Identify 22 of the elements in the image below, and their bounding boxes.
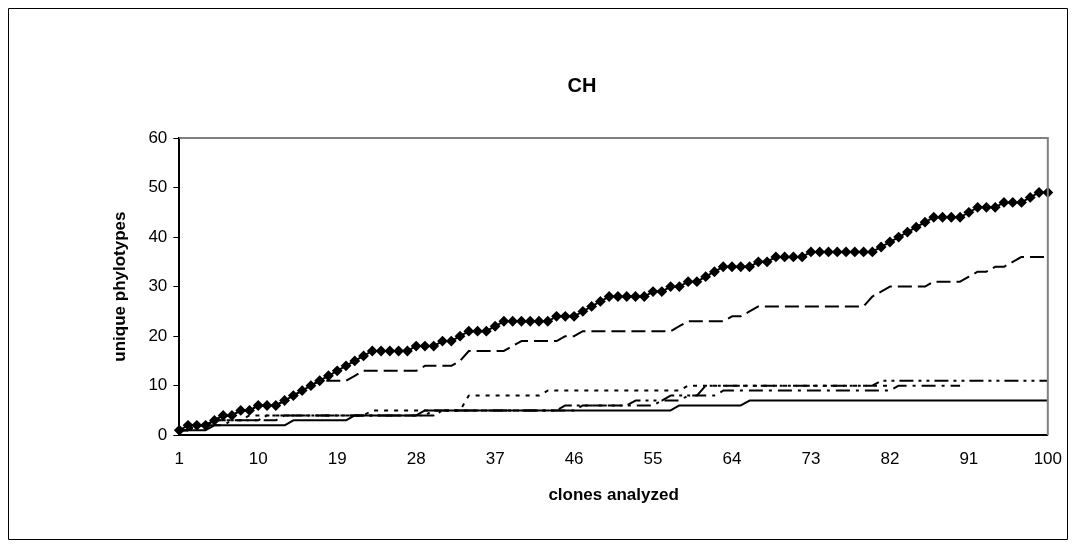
y-tick-label: 20 (148, 325, 168, 345)
x-tick-label: 73 (801, 449, 821, 469)
y-tick-label: 60 (148, 127, 168, 147)
chart-title: CH (567, 73, 597, 96)
x-axis-title: clones analyzed (548, 485, 679, 505)
y-tick-label: 50 (148, 177, 168, 197)
y-axis-title: unique phylotypes (109, 211, 129, 362)
y-tick-label: 40 (148, 226, 168, 246)
y-tick-label: 10 (148, 375, 168, 395)
x-tick-label: 19 (327, 449, 347, 469)
x-tick-label: 64 (722, 449, 742, 469)
x-tick-label: 82 (880, 449, 900, 469)
x-tick-label: 10 (248, 449, 268, 469)
y-tick-label: 0 (157, 424, 168, 444)
x-tick-label: 28 (406, 449, 426, 469)
x-tick-label: 37 (485, 449, 505, 469)
x-tick-label: 1 (174, 449, 185, 469)
y-tick-label: 30 (148, 276, 168, 296)
x-tick-label: 91 (959, 449, 979, 469)
x-tick-label: 46 (564, 449, 584, 469)
x-tick-label: 55 (643, 449, 663, 469)
x-tick-label: 100 (1033, 449, 1063, 469)
